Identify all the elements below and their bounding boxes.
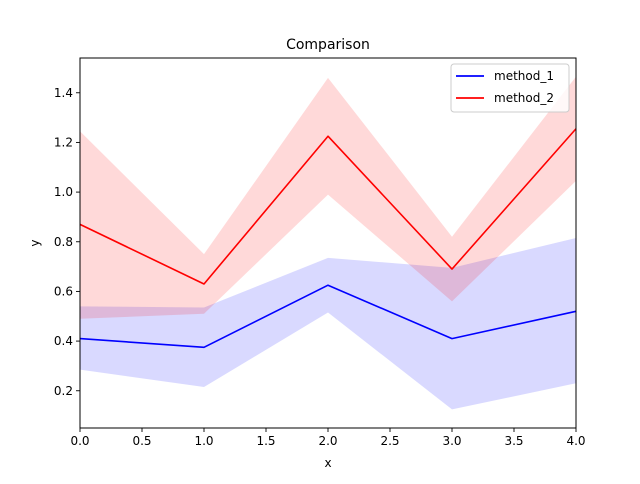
y-tick-label: 0.4 xyxy=(54,334,73,348)
x-tick-label: 1.0 xyxy=(194,434,213,448)
band-method-1 xyxy=(80,238,576,410)
y-tick-label: 1.4 xyxy=(54,86,73,100)
y-tick-label: 1.0 xyxy=(54,185,73,199)
x-tick-label: 2.0 xyxy=(318,434,337,448)
chart-title: Comparison xyxy=(286,37,370,53)
x-axis-label: x xyxy=(324,456,331,470)
y-tick-label: 1.2 xyxy=(54,135,73,149)
y-tick-label: 0.2 xyxy=(54,384,73,398)
x-tick-label: 4.0 xyxy=(566,434,585,448)
line-method-2 xyxy=(79,128,577,285)
x-tick-label: 1.5 xyxy=(256,434,275,448)
x-tick-label: 3.0 xyxy=(442,434,461,448)
band-method-2 xyxy=(80,76,576,319)
x-tick-label: 0.5 xyxy=(132,434,151,448)
legend-label-method-1: method_1 xyxy=(494,69,554,83)
x-tick-label: 2.5 xyxy=(380,434,399,448)
x-tick-label: 0.0 xyxy=(70,434,89,448)
x-tick-label: 3.5 xyxy=(504,434,523,448)
y-axis: 0.2 0.4 0.6 0.8 1.0 1.2 1.4 xyxy=(54,86,80,398)
line-method-1 xyxy=(79,284,577,349)
legend: method_1 method_2 xyxy=(450,63,570,113)
y-axis-label: y xyxy=(28,239,42,246)
series-lines xyxy=(79,128,577,349)
y-tick-label: 0.6 xyxy=(54,284,73,298)
legend-label-method-2: method_2 xyxy=(494,91,554,105)
confidence-bands xyxy=(80,76,576,410)
x-axis: 0.0 0.5 1.0 1.5 2.0 2.5 3.0 3.5 4.0 xyxy=(70,428,586,448)
y-tick-label: 0.8 xyxy=(54,235,73,249)
